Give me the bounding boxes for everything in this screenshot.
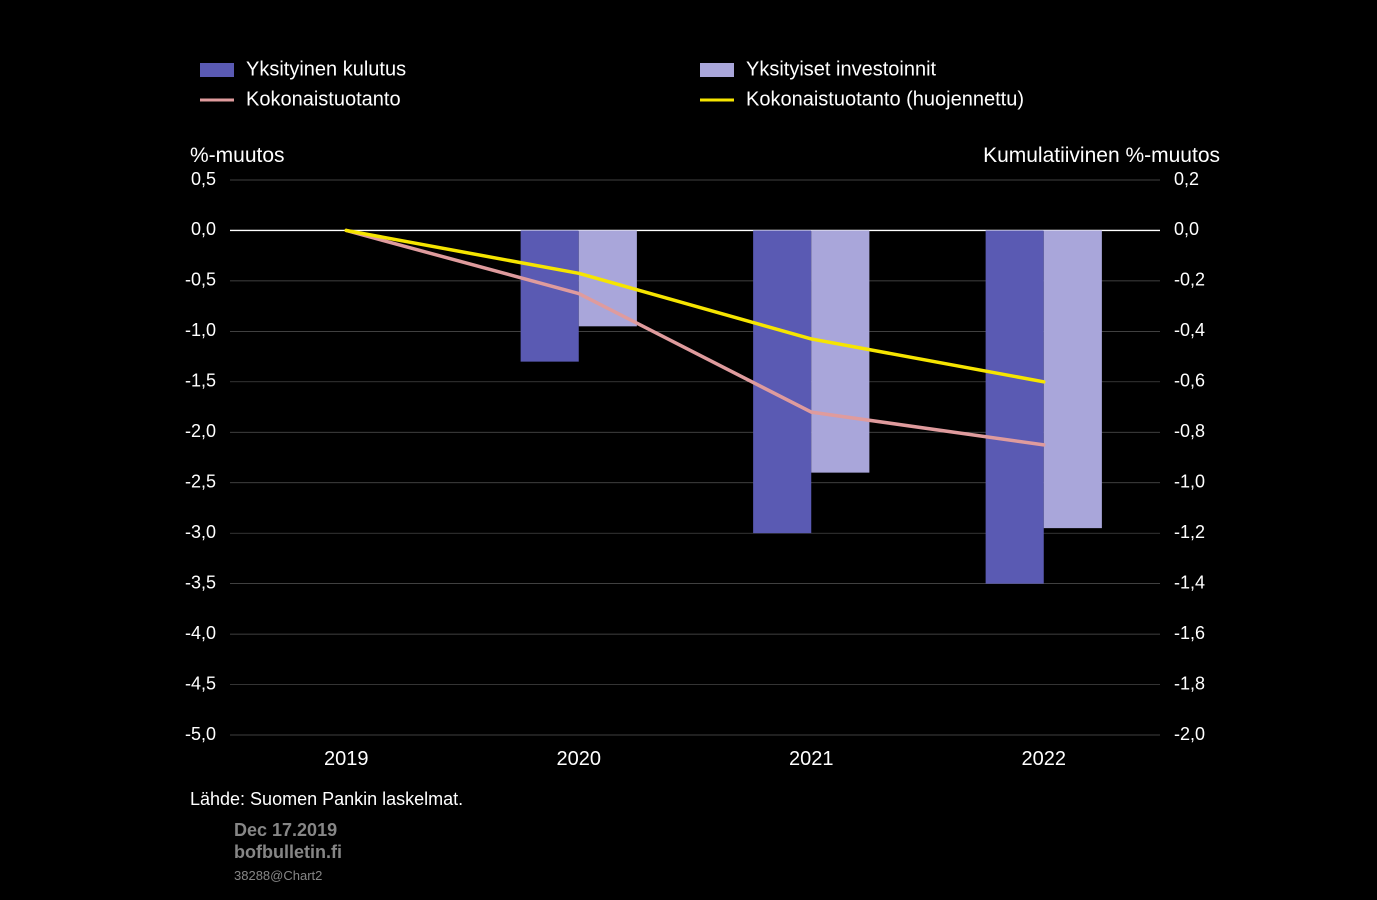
y-left-tick: -2,0 [185,421,216,441]
legend-swatch [700,63,734,77]
bar-yksityinen-kulutus [753,230,811,533]
y-left-title: %-muutos [190,144,285,167]
y-left-tick: -5,0 [185,724,216,744]
y-right-tick: -0,4 [1174,320,1205,340]
background [0,0,1377,900]
x-label: 2019 [324,748,369,770]
y-right-tick: -1,8 [1174,673,1205,693]
footer-site: bofbulletin.fi [234,842,342,862]
y-left-tick: -2,5 [185,471,216,491]
y-left-tick: 0,5 [191,169,216,189]
x-label: 2021 [789,748,834,770]
x-label: 2022 [1022,748,1067,770]
chart-root: 0,5 0,0 -0,5 -1,0 -1,5 -2,0 -2,5 -3,0 -3,5 -4,0 -4… [0,0,1377,900]
y-left-tick: -3,5 [185,572,216,592]
legend-swatch [200,63,234,77]
footer-ref: 38288@Chart2 [234,868,322,883]
y-right-tick: -0,8 [1174,421,1205,441]
y-right-tick: -1,4 [1174,572,1205,592]
y-right-title: Kumulatiivinen %-muutos [983,144,1220,167]
y-right-tick: 0,0 [1174,219,1199,239]
bar-yksityiset-investoinnit [579,230,637,326]
bar-yksityiset-investoinnit [1044,230,1102,528]
y-left-tick: -3,0 [185,522,216,542]
legend-label: Yksityinen kulutus [246,58,406,80]
source-label: Lähde: Suomen Pankin laskelmat. [190,789,463,809]
y-right-tick: -2,0 [1174,724,1205,744]
y-right-tick: 0,2 [1174,169,1199,189]
y-left-tick: 0,0 [191,219,216,239]
y-right-tick: -1,6 [1174,623,1205,643]
y-right-tick: -0,6 [1174,371,1205,391]
y-right-tick: -1,0 [1174,471,1205,491]
y-right-tick: -0,2 [1174,270,1205,290]
legend-label: Yksityiset investoinnit [746,58,937,80]
bar-yksityinen-kulutus [521,230,579,361]
y-left-tick: -4,0 [185,623,216,643]
y-right-tick: -1,2 [1174,522,1205,542]
bar-yksityiset-investoinnit [811,230,869,472]
footer-date: Dec 17.2019 [234,820,337,840]
legend-line-swatch [700,99,734,102]
legend-label: Kokonaistuotanto (huojennettu) [746,88,1024,110]
legend-line-swatch [200,99,234,102]
bar-yksityinen-kulutus [986,230,1044,583]
y-left-tick: -0,5 [185,270,216,290]
chart-svg: 0,5 0,0 -0,5 -1,0 -1,5 -2,0 -2,5 -3,0 -3,5 -4,0 -4… [0,0,1377,900]
y-left-tick: -1,5 [185,371,216,391]
legend-label: Kokonaistuotanto [246,88,401,110]
y-left-tick: -1,0 [185,320,216,340]
y-left-tick: -4,5 [185,673,216,693]
x-label: 2020 [557,748,602,770]
